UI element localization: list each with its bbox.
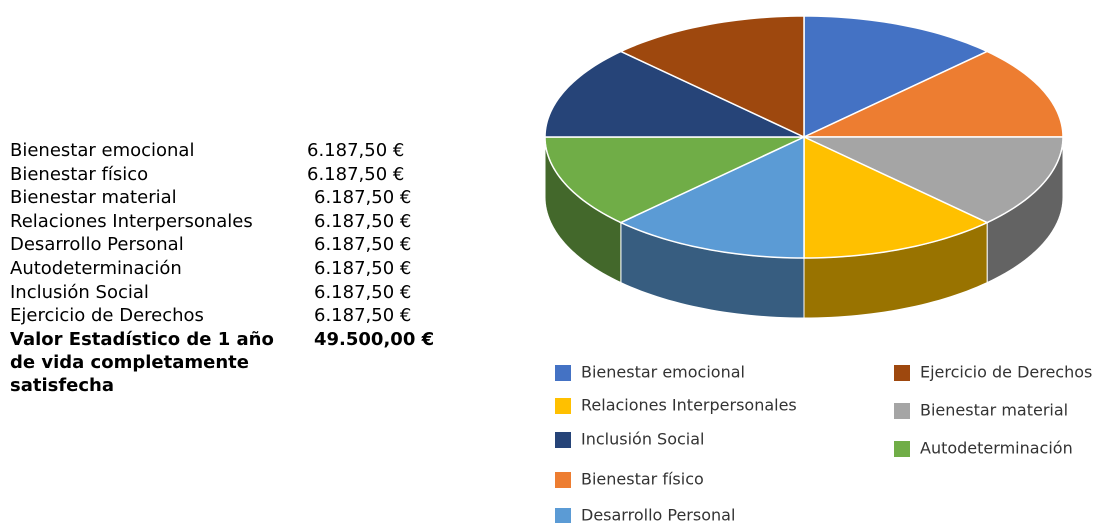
row-value: 6.187,50 € (314, 187, 412, 209)
pie-slice (803, 15, 989, 139)
row-label: Autodeterminación (10, 258, 182, 279)
legend-swatch (894, 365, 910, 381)
pie-slice (544, 136, 805, 224)
legend-swatch (555, 398, 571, 414)
legend-swatch (555, 508, 571, 523)
row-label: Bienestar emocional (10, 140, 195, 161)
legend-label: Desarrollo Personal (581, 506, 735, 523)
legend-swatch (555, 472, 571, 488)
total-value: 49.500,00 € (314, 328, 435, 350)
row-value: 6.187,50 € (314, 281, 412, 303)
row-value: 6.187,50 € (307, 163, 405, 185)
row-value: 6.187,50 € (314, 234, 412, 256)
row-label: Bienestar físico (10, 163, 149, 185)
legend-label: Relaciones Interpersonales (581, 396, 797, 415)
legend-label: Inclusión Social (581, 430, 704, 449)
row-label: Desarrollo Personal (10, 234, 184, 256)
legend-swatch (555, 432, 571, 448)
row-label: Bienestar material (10, 187, 177, 209)
pie-slice (803, 50, 1064, 138)
row-label: Inclusión Social (10, 281, 149, 303)
pie-slice (803, 136, 1064, 224)
legend-swatch (894, 403, 910, 419)
row-label: Relaciones Interpersonales (10, 210, 253, 232)
legend-label: Autodeterminación (920, 439, 1073, 458)
pie-slice (803, 135, 989, 259)
row-value: 6.187,50 € (314, 210, 412, 232)
row-value: 6.187,50 € (314, 258, 412, 279)
pie-slice (619, 15, 805, 139)
pie-slice (619, 135, 805, 259)
legend-swatch (894, 441, 910, 457)
legend-label: Bienestar físico (581, 470, 704, 489)
legend-label: Bienestar emocional (581, 363, 745, 382)
row-label: Ejercicio de Derechos (10, 305, 204, 327)
legend-swatch (555, 365, 571, 381)
legend-label: Bienestar material (920, 401, 1068, 420)
row-value: 6.187,50 € (314, 305, 412, 327)
row-value: 6.187,50 € (307, 140, 405, 161)
pie-slice (544, 50, 805, 138)
legend-label: Ejercicio de Derechos (920, 363, 1092, 382)
total-label: Valor Estadístico de 1 año de vida compl… (10, 328, 274, 396)
